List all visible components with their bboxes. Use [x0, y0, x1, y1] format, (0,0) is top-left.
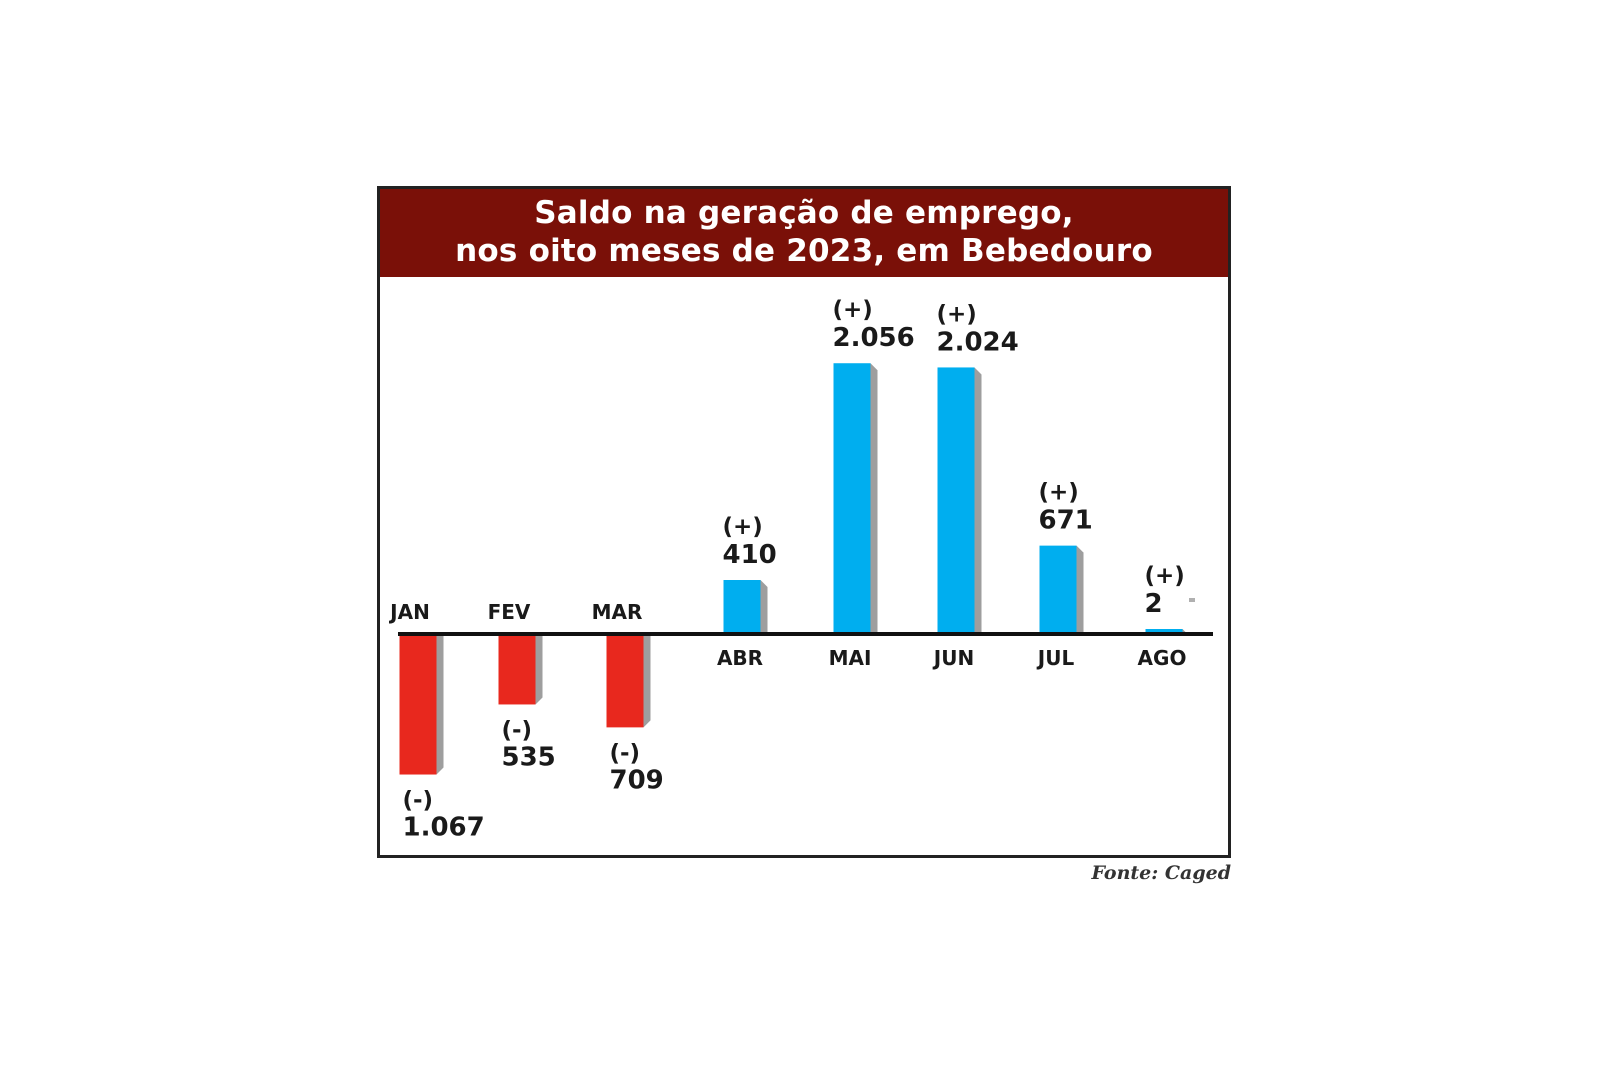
source-note: Fonte: Caged — [1091, 862, 1231, 884]
data-label-sign-abr: (+) — [723, 514, 763, 540]
bar-shadow-mai — [870, 363, 878, 634]
x-tick-label-jun: JUN — [932, 646, 974, 670]
chart-frame: Saldo na geração de emprego, nos oito me… — [377, 186, 1231, 858]
x-tick-label-jan: JAN — [388, 600, 430, 624]
bar-shadow-fev — [535, 634, 543, 705]
bar-jul — [1039, 545, 1077, 634]
data-label-sign-jul: (+) — [1039, 480, 1079, 506]
data-label-ago: 2 — [1145, 589, 1163, 619]
ago-shadow-mark — [1189, 598, 1195, 602]
bar-shadow-jun — [974, 367, 982, 634]
chart-subtitle: nos oito meses de 2023, em Bebedouro — [455, 233, 1153, 269]
bar-mai — [833, 363, 871, 634]
x-tick-label-fev: FEV — [488, 600, 531, 624]
data-label-mai: 2.056 — [833, 323, 915, 353]
data-label-jul: 671 — [1039, 506, 1093, 536]
bar-abr — [723, 580, 761, 634]
data-label-sign-jan: (-) — [403, 788, 434, 814]
x-tick-label-ago: AGO — [1138, 646, 1187, 670]
bar-mar — [606, 634, 644, 728]
chart-header: Saldo na geração de emprego, nos oito me… — [380, 189, 1228, 277]
bar-shadow-abr — [760, 580, 768, 634]
bar-shadow-jan — [436, 634, 444, 775]
data-label-jun: 2.024 — [937, 327, 1019, 357]
data-label-sign-fev: (-) — [502, 717, 533, 743]
x-tick-label-mar: MAR — [592, 600, 643, 624]
bar-jan — [399, 634, 437, 775]
data-label-fev: 535 — [502, 742, 556, 772]
x-tick-label-abr: ABR — [717, 646, 763, 670]
bar-jun — [937, 367, 975, 634]
bar-shadow-jul — [1076, 545, 1084, 634]
chart-title: Saldo na geração de emprego, — [534, 195, 1074, 231]
data-label-sign-jun: (+) — [937, 301, 977, 327]
data-label-abr: 410 — [723, 540, 777, 570]
data-label-sign-mar: (-) — [610, 740, 641, 766]
x-tick-label-mai: MAI — [829, 646, 872, 670]
data-label-sign-mai: (+) — [833, 297, 873, 323]
bar-shadow-mar — [643, 634, 651, 728]
bar-chart: JAN(-)1.067FEV(-)535MAR(-)709ABR(+)410MA… — [388, 297, 1213, 843]
bar-ago — [1145, 629, 1183, 634]
data-label-mar: 709 — [610, 765, 664, 795]
bar-fev — [498, 634, 536, 705]
data-label-sign-ago: (+) — [1145, 563, 1185, 589]
data-label-jan: 1.067 — [403, 813, 485, 843]
x-axis-baseline — [398, 632, 1213, 636]
x-tick-label-jul: JUL — [1036, 646, 1075, 670]
